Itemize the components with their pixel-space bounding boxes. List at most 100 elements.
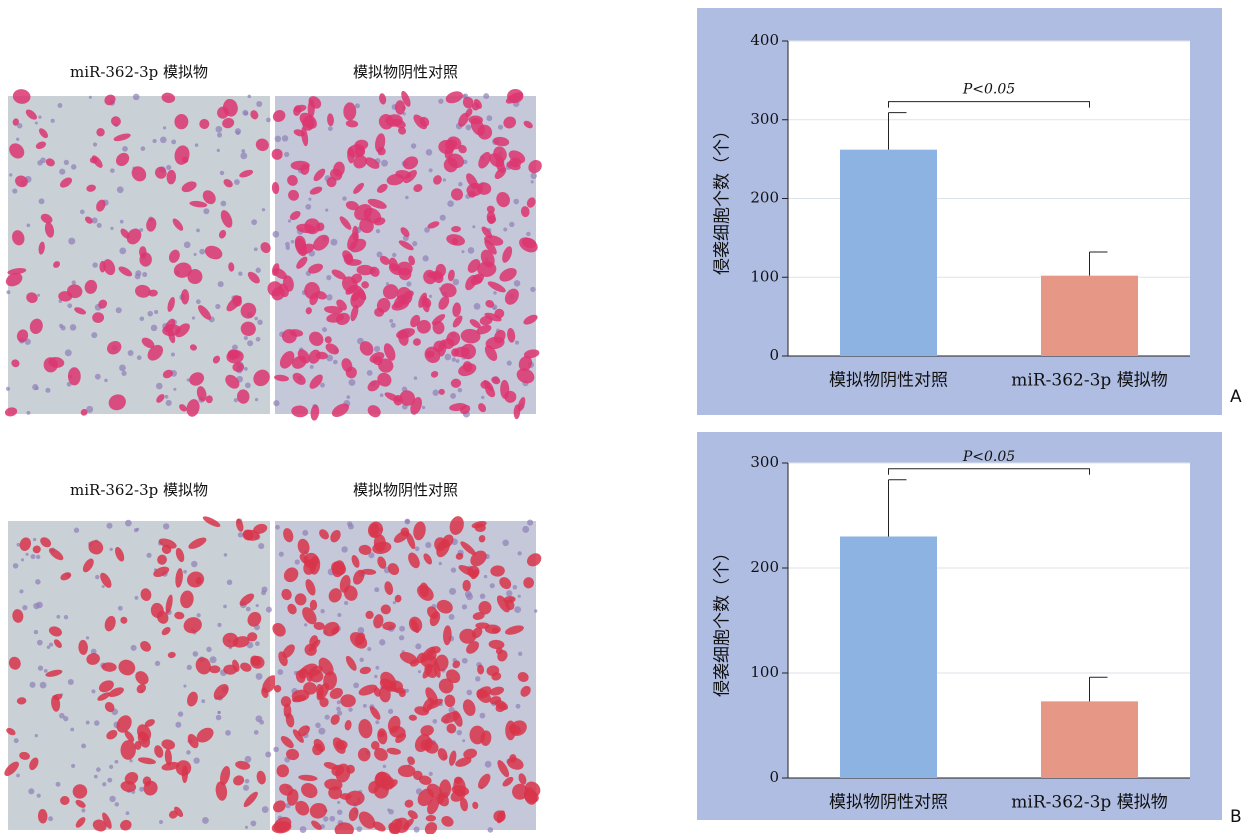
cell <box>523 349 540 359</box>
pore <box>428 294 433 298</box>
cell <box>297 538 310 555</box>
cell <box>473 98 482 109</box>
pore <box>226 579 233 586</box>
pore <box>385 282 389 286</box>
cell <box>276 764 290 778</box>
pore <box>59 168 66 175</box>
pore <box>330 238 338 246</box>
pore <box>444 353 452 361</box>
cell <box>313 168 326 182</box>
pore <box>209 656 217 664</box>
cell <box>432 270 444 284</box>
pore <box>387 808 391 812</box>
cell <box>356 285 367 301</box>
pore <box>71 280 76 285</box>
cell <box>15 175 28 188</box>
cell <box>354 146 366 157</box>
cell <box>419 116 430 127</box>
pore <box>257 319 263 325</box>
cell <box>108 687 124 698</box>
pore <box>318 727 326 735</box>
pore <box>432 719 438 724</box>
y-tick-label: 100 <box>750 663 779 681</box>
cell <box>436 599 453 614</box>
pore <box>274 135 282 143</box>
pore <box>336 706 341 712</box>
pore <box>514 606 522 614</box>
cell <box>452 315 463 328</box>
pore <box>382 764 387 769</box>
pore <box>162 523 170 530</box>
cell <box>172 218 184 231</box>
pore <box>22 604 28 611</box>
pore <box>244 825 248 829</box>
pore <box>16 122 23 129</box>
cell <box>403 170 417 184</box>
cell <box>250 110 259 120</box>
cell <box>354 204 373 221</box>
cell <box>484 235 504 246</box>
pore <box>34 734 38 738</box>
cell <box>48 626 62 637</box>
cell <box>97 692 111 701</box>
cell <box>335 763 351 783</box>
cell <box>187 269 203 285</box>
pore <box>217 281 224 288</box>
pore <box>140 146 146 151</box>
bar <box>840 149 937 356</box>
pore <box>158 819 164 825</box>
cell <box>470 117 485 136</box>
cell <box>239 593 255 606</box>
cell <box>209 665 221 674</box>
cell <box>462 579 471 592</box>
cell <box>467 259 481 273</box>
cell <box>289 329 304 337</box>
pore <box>373 345 381 353</box>
cell <box>340 694 356 708</box>
pore <box>91 217 98 224</box>
cell <box>399 651 418 665</box>
cell <box>374 747 388 761</box>
cell <box>278 651 288 667</box>
cell <box>365 610 374 620</box>
cell <box>175 568 183 588</box>
cell <box>99 260 106 273</box>
pore <box>309 364 314 369</box>
cell <box>104 701 115 713</box>
cell <box>48 357 65 368</box>
pore <box>63 615 69 620</box>
cell <box>272 622 286 637</box>
cell <box>40 213 53 224</box>
x-tick-label: miR-362-3p 模拟物 <box>1011 793 1167 813</box>
cell <box>287 603 297 615</box>
cell <box>494 167 507 180</box>
pore <box>63 715 69 722</box>
pore <box>206 646 212 653</box>
pore <box>253 247 258 252</box>
cell <box>88 540 104 555</box>
cell <box>327 113 334 127</box>
cell <box>343 102 357 121</box>
cell <box>460 797 469 812</box>
cell <box>364 157 380 169</box>
pore <box>243 367 248 371</box>
cell <box>496 191 510 208</box>
pore <box>56 614 61 619</box>
cell <box>480 730 492 746</box>
cell <box>318 657 334 676</box>
bar <box>1041 275 1138 356</box>
y-tick-label: 200 <box>750 189 779 207</box>
pore <box>104 378 108 383</box>
pore <box>530 286 536 293</box>
cell <box>186 571 205 588</box>
cell <box>528 159 542 174</box>
cell <box>440 283 457 298</box>
pore <box>45 387 51 393</box>
pore <box>57 103 63 108</box>
micrograph-label: miR-362-3p 模拟物 <box>70 63 208 81</box>
cell <box>167 651 176 659</box>
cell <box>524 787 538 805</box>
cell <box>124 730 135 742</box>
cell <box>384 581 394 596</box>
cell <box>458 144 467 154</box>
